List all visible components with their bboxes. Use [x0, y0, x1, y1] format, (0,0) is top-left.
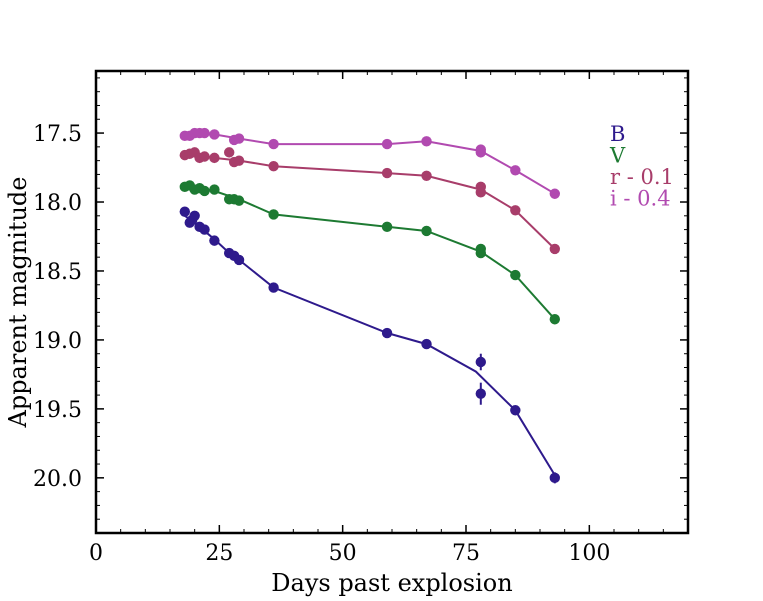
- y-tick-label: 19.0: [33, 329, 82, 354]
- data-point-b: [421, 338, 432, 350]
- x-tick-label: 25: [205, 541, 233, 566]
- x-tick-label: 50: [329, 541, 357, 566]
- data-point-b: [199, 224, 210, 235]
- x-axis-title: Days past explosion: [271, 569, 512, 597]
- data-point-v: [233, 195, 245, 206]
- data-point-v: [421, 225, 432, 237]
- series-i-0-4: [179, 127, 560, 199]
- x-tick-label: 100: [568, 541, 610, 566]
- data-point-r-0-1: [199, 151, 210, 162]
- data-point-i-0-4: [510, 165, 521, 176]
- data-point-i-0-4: [475, 147, 486, 158]
- y-axis-title: Apparent magnitude: [4, 176, 32, 428]
- data-point-i-0-4: [381, 138, 393, 150]
- data-point-b: [475, 356, 486, 368]
- data-point-v: [475, 247, 486, 259]
- data-point-b: [233, 254, 245, 266]
- legend-label-b: B: [610, 122, 625, 146]
- series-v: [179, 180, 560, 325]
- data-point-b: [209, 235, 220, 246]
- data-point-i-0-4: [199, 127, 210, 139]
- data-point-v: [381, 221, 393, 233]
- data-point-i-0-4: [421, 136, 432, 147]
- data-point-r-0-1: [209, 152, 220, 164]
- data-point-r-0-1: [475, 187, 486, 198]
- data-point-b: [179, 206, 190, 217]
- data-point-i-0-4: [209, 129, 220, 140]
- data-point-r-0-1: [421, 170, 432, 182]
- series-layer: [179, 127, 560, 484]
- data-point-i-0-4: [549, 188, 560, 199]
- labels-layer: 0 25 50 75 100 17.5 18.0 18.5 19.0 19.5 20.0: [33, 122, 610, 566]
- y-tick-label: 20.0: [33, 467, 82, 492]
- x-tick-label: 75: [452, 541, 480, 566]
- data-point-b: [475, 388, 486, 399]
- data-point-r-0-1: [224, 147, 235, 158]
- series-b: [179, 206, 560, 484]
- ticks-layer: [95, 71, 689, 533]
- legend: BVr - 0.1i - 0.4: [609, 122, 674, 211]
- data-point-v: [268, 209, 279, 220]
- data-point-r-0-1: [510, 205, 521, 216]
- data-point-b: [549, 472, 560, 484]
- legend-label-v: V: [609, 144, 626, 168]
- y-tick-label: 18.0: [33, 191, 82, 216]
- series-r-0-1: [179, 147, 560, 255]
- data-point-r-0-1: [233, 155, 245, 166]
- data-point-v: [199, 185, 210, 197]
- series-line-b: [184, 214, 556, 476]
- y-tick-label: 18.5: [33, 260, 82, 285]
- data-point-b: [510, 405, 521, 416]
- data-point-r-0-1: [381, 167, 393, 179]
- data-point-b: [189, 210, 200, 222]
- legend-label-r-0-1: r - 0.1: [610, 165, 674, 189]
- data-point-i-0-4: [233, 133, 245, 144]
- data-point-r-0-1: [268, 160, 279, 172]
- data-point-v: [209, 184, 220, 195]
- data-point-r-0-1: [549, 243, 560, 255]
- data-point-i-0-4: [268, 138, 279, 150]
- data-point-v: [510, 269, 521, 281]
- x-tick-label: 0: [89, 541, 103, 566]
- data-point-b: [268, 282, 279, 293]
- data-point-b: [381, 327, 393, 339]
- y-tick-label: 19.5: [33, 398, 82, 423]
- data-point-v: [549, 314, 560, 325]
- legend-label-i-0-4: i - 0.4: [610, 187, 671, 211]
- y-tick-label: 17.5: [33, 122, 82, 147]
